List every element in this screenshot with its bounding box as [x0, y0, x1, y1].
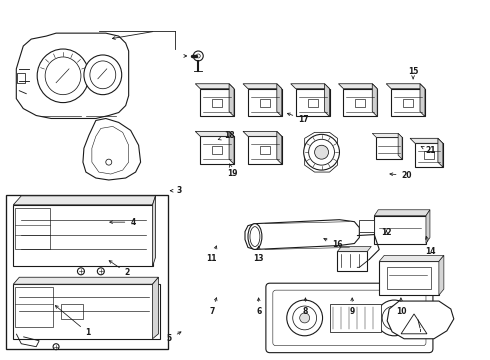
- Polygon shape: [277, 84, 282, 117]
- Circle shape: [193, 51, 203, 61]
- Text: 19: 19: [227, 164, 238, 178]
- Bar: [391, 89, 425, 117]
- Polygon shape: [374, 210, 430, 216]
- Polygon shape: [196, 84, 234, 89]
- Bar: [248, 136, 282, 164]
- Bar: [61, 304, 83, 319]
- Polygon shape: [372, 84, 377, 117]
- Text: 20: 20: [390, 171, 412, 180]
- Text: 2: 2: [109, 261, 130, 277]
- Bar: [403, 99, 413, 107]
- Bar: [260, 146, 270, 154]
- Polygon shape: [438, 138, 443, 167]
- Bar: [15, 287, 53, 327]
- Circle shape: [77, 268, 84, 275]
- Bar: [338, 251, 368, 271]
- Bar: [387, 267, 431, 289]
- Bar: [200, 136, 234, 164]
- Bar: [260, 99, 270, 107]
- Polygon shape: [439, 255, 444, 295]
- Circle shape: [53, 344, 59, 350]
- Polygon shape: [387, 301, 454, 339]
- Bar: [6, 195, 169, 349]
- Bar: [200, 89, 234, 117]
- Bar: [376, 137, 402, 159]
- Bar: [212, 99, 222, 107]
- Bar: [329, 304, 381, 332]
- Bar: [374, 216, 426, 243]
- Text: 17: 17: [288, 113, 309, 124]
- Polygon shape: [13, 277, 158, 284]
- Text: 1: 1: [55, 306, 91, 337]
- Ellipse shape: [248, 224, 262, 249]
- Polygon shape: [245, 220, 359, 249]
- Circle shape: [287, 300, 322, 336]
- Polygon shape: [338, 247, 371, 251]
- Bar: [212, 146, 222, 154]
- Circle shape: [315, 145, 328, 159]
- Bar: [415, 143, 443, 167]
- Text: 13: 13: [253, 246, 264, 263]
- Polygon shape: [13, 196, 155, 205]
- Bar: [13, 284, 161, 339]
- Polygon shape: [372, 133, 402, 137]
- Bar: [355, 99, 366, 107]
- Polygon shape: [410, 138, 443, 143]
- Bar: [379, 261, 439, 295]
- Bar: [15, 208, 50, 249]
- Polygon shape: [152, 196, 155, 266]
- Bar: [343, 89, 377, 117]
- Text: 6: 6: [256, 298, 261, 316]
- Circle shape: [376, 300, 412, 336]
- Text: 7: 7: [209, 298, 217, 316]
- Polygon shape: [83, 118, 141, 180]
- Polygon shape: [379, 255, 444, 261]
- Polygon shape: [420, 84, 425, 117]
- Text: 15: 15: [408, 67, 418, 79]
- Polygon shape: [243, 131, 282, 136]
- Text: 18: 18: [218, 131, 235, 140]
- Ellipse shape: [84, 55, 122, 95]
- Text: 5: 5: [167, 332, 181, 343]
- Polygon shape: [229, 84, 234, 117]
- Circle shape: [304, 134, 340, 170]
- Polygon shape: [386, 84, 425, 89]
- Text: 16: 16: [324, 238, 343, 249]
- Circle shape: [300, 313, 310, 323]
- Polygon shape: [339, 84, 377, 89]
- Bar: [424, 151, 434, 159]
- Polygon shape: [229, 131, 234, 164]
- Polygon shape: [243, 84, 282, 89]
- Polygon shape: [196, 131, 234, 136]
- Text: 4: 4: [110, 218, 136, 227]
- Polygon shape: [324, 84, 329, 117]
- Bar: [248, 89, 282, 117]
- Ellipse shape: [37, 49, 89, 103]
- Text: 12: 12: [381, 228, 392, 237]
- Bar: [359, 220, 374, 231]
- Text: 11: 11: [207, 246, 217, 263]
- Text: 9: 9: [349, 298, 355, 316]
- Circle shape: [98, 268, 104, 275]
- Text: 21: 21: [421, 146, 436, 155]
- Polygon shape: [277, 131, 282, 164]
- Polygon shape: [305, 132, 338, 172]
- Text: 8: 8: [303, 298, 308, 316]
- Bar: [295, 89, 329, 117]
- FancyBboxPatch shape: [266, 283, 433, 353]
- Polygon shape: [426, 210, 430, 243]
- Text: 14: 14: [425, 237, 436, 256]
- Bar: [13, 205, 152, 266]
- Polygon shape: [398, 133, 402, 159]
- Bar: [17, 73, 25, 83]
- Text: 10: 10: [395, 298, 406, 316]
- Polygon shape: [16, 33, 129, 118]
- Text: 3: 3: [171, 186, 182, 195]
- Polygon shape: [291, 84, 329, 89]
- Polygon shape: [152, 277, 158, 339]
- Circle shape: [389, 313, 399, 323]
- Bar: [308, 99, 318, 107]
- Circle shape: [309, 139, 335, 165]
